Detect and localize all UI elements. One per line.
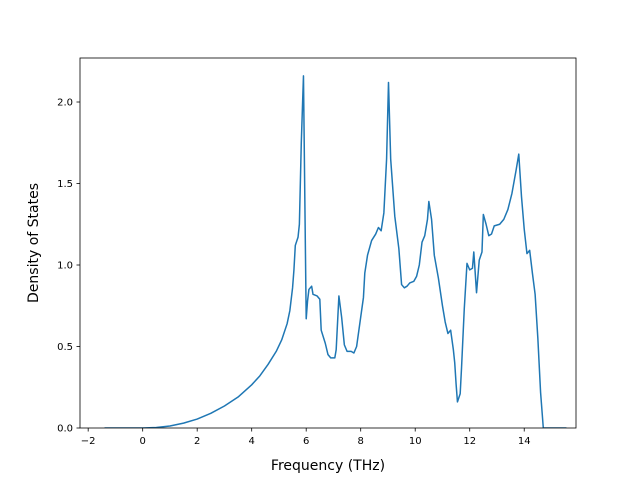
x-axis: −2 0 2 4 6 8 10 12 14: [81, 428, 531, 447]
y-axis: 0.0 0.5 1.0 1.5 2.0: [57, 98, 80, 435]
y-axis-label: Density of States: [26, 183, 42, 303]
x-tick-label: 8: [358, 436, 364, 447]
x-tick-label: 10: [409, 436, 422, 447]
y-tick-label: 2.0: [57, 98, 73, 109]
x-tick-label: 2: [194, 436, 200, 447]
x-tick-label: 14: [518, 436, 531, 447]
x-axis-label: Frequency (THz): [271, 458, 385, 474]
y-tick-label: 1.0: [57, 261, 73, 272]
y-tick-label: 1.5: [57, 179, 73, 190]
plot-frame: [79, 57, 577, 429]
dos-series-line: [104, 75, 567, 428]
y-tick-label: 0.0: [57, 424, 73, 435]
x-tick-label: 4: [249, 436, 255, 447]
plot-lines: [104, 75, 567, 428]
x-tick-label: 6: [303, 436, 309, 447]
x-tick-label: −2: [81, 436, 96, 447]
x-tick-label: 12: [463, 436, 476, 447]
y-tick-label: 0.5: [57, 342, 73, 353]
x-tick-label: 0: [139, 436, 145, 447]
